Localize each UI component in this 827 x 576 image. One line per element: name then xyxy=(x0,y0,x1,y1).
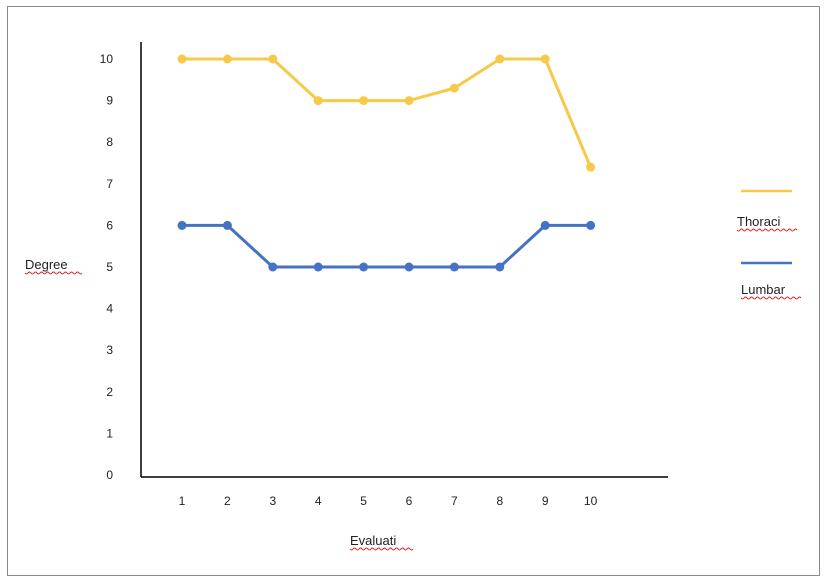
legend-label-thoraci: Thoraci xyxy=(737,214,780,229)
axes xyxy=(140,42,668,478)
x-tick-label: 9 xyxy=(542,494,549,508)
data-point-thoraci xyxy=(540,54,550,64)
x-tick-label: 8 xyxy=(496,494,503,508)
x-tick-label: 7 xyxy=(451,494,458,508)
data-point-thoraci xyxy=(404,96,414,106)
data-point-lumbar xyxy=(495,262,505,272)
x-axis-title: Evaluati xyxy=(350,533,396,548)
y-tick-label: 9 xyxy=(106,94,113,108)
y-tick-label: 0 xyxy=(106,468,113,482)
data-point-lumbar xyxy=(177,220,187,230)
series-line-lumbar xyxy=(182,223,591,269)
spellcheck-underline xyxy=(24,271,83,275)
series-thoraci xyxy=(177,54,596,172)
y-tick-label: 10 xyxy=(100,52,114,66)
y-tick-label: 3 xyxy=(106,343,113,357)
data-point-thoraci xyxy=(222,54,232,64)
data-point-thoraci xyxy=(495,54,505,64)
y-tick-label: 4 xyxy=(106,302,113,316)
data-point-thoraci xyxy=(268,54,278,64)
data-point-lumbar xyxy=(359,262,369,272)
legend-label-lumbar: Lumbar xyxy=(741,282,786,297)
y-tick-label: 5 xyxy=(106,260,113,274)
legend: Thoraci Lumbar xyxy=(736,189,802,300)
data-point-lumbar xyxy=(222,220,232,230)
data-point-thoraci xyxy=(177,54,187,64)
y-tick-label: 6 xyxy=(106,218,113,232)
data-point-lumbar xyxy=(404,262,414,272)
data-point-lumbar xyxy=(313,262,323,272)
series-lumbar xyxy=(177,220,596,272)
data-point-lumbar xyxy=(449,262,459,272)
x-tick-label: 3 xyxy=(269,494,276,508)
y-tick-label: 7 xyxy=(106,177,113,191)
y-tick-label: 1 xyxy=(106,426,113,440)
series-layer xyxy=(177,54,596,272)
y-axis-title: Degree xyxy=(25,257,68,272)
data-point-lumbar xyxy=(586,220,596,230)
y-tick-label: 2 xyxy=(106,385,113,399)
spellcheck-underline xyxy=(349,547,414,551)
x-tick-label: 1 xyxy=(179,494,186,508)
series-line-thoraci xyxy=(182,57,592,168)
spellcheck-underline xyxy=(736,228,798,232)
data-point-thoraci xyxy=(586,162,596,172)
data-point-lumbar xyxy=(540,220,550,230)
x-tick-label: 10 xyxy=(584,494,598,508)
data-point-lumbar xyxy=(268,262,278,272)
data-point-thoraci xyxy=(449,83,459,93)
x-tick-labels: 1 2 3 4 5 6 7 8 9 10 xyxy=(179,494,598,508)
x-tick-label: 4 xyxy=(315,494,322,508)
x-tick-label: 2 xyxy=(224,494,231,508)
y-tick-label: 8 xyxy=(106,135,113,149)
data-point-thoraci xyxy=(313,96,323,106)
data-point-thoraci xyxy=(359,96,369,106)
spellcheck-underline xyxy=(740,296,802,300)
x-tick-label: 6 xyxy=(406,494,413,508)
x-tick-label: 5 xyxy=(360,494,367,508)
y-tick-labels: 0 1 2 3 4 5 6 7 8 9 10 xyxy=(100,52,114,482)
